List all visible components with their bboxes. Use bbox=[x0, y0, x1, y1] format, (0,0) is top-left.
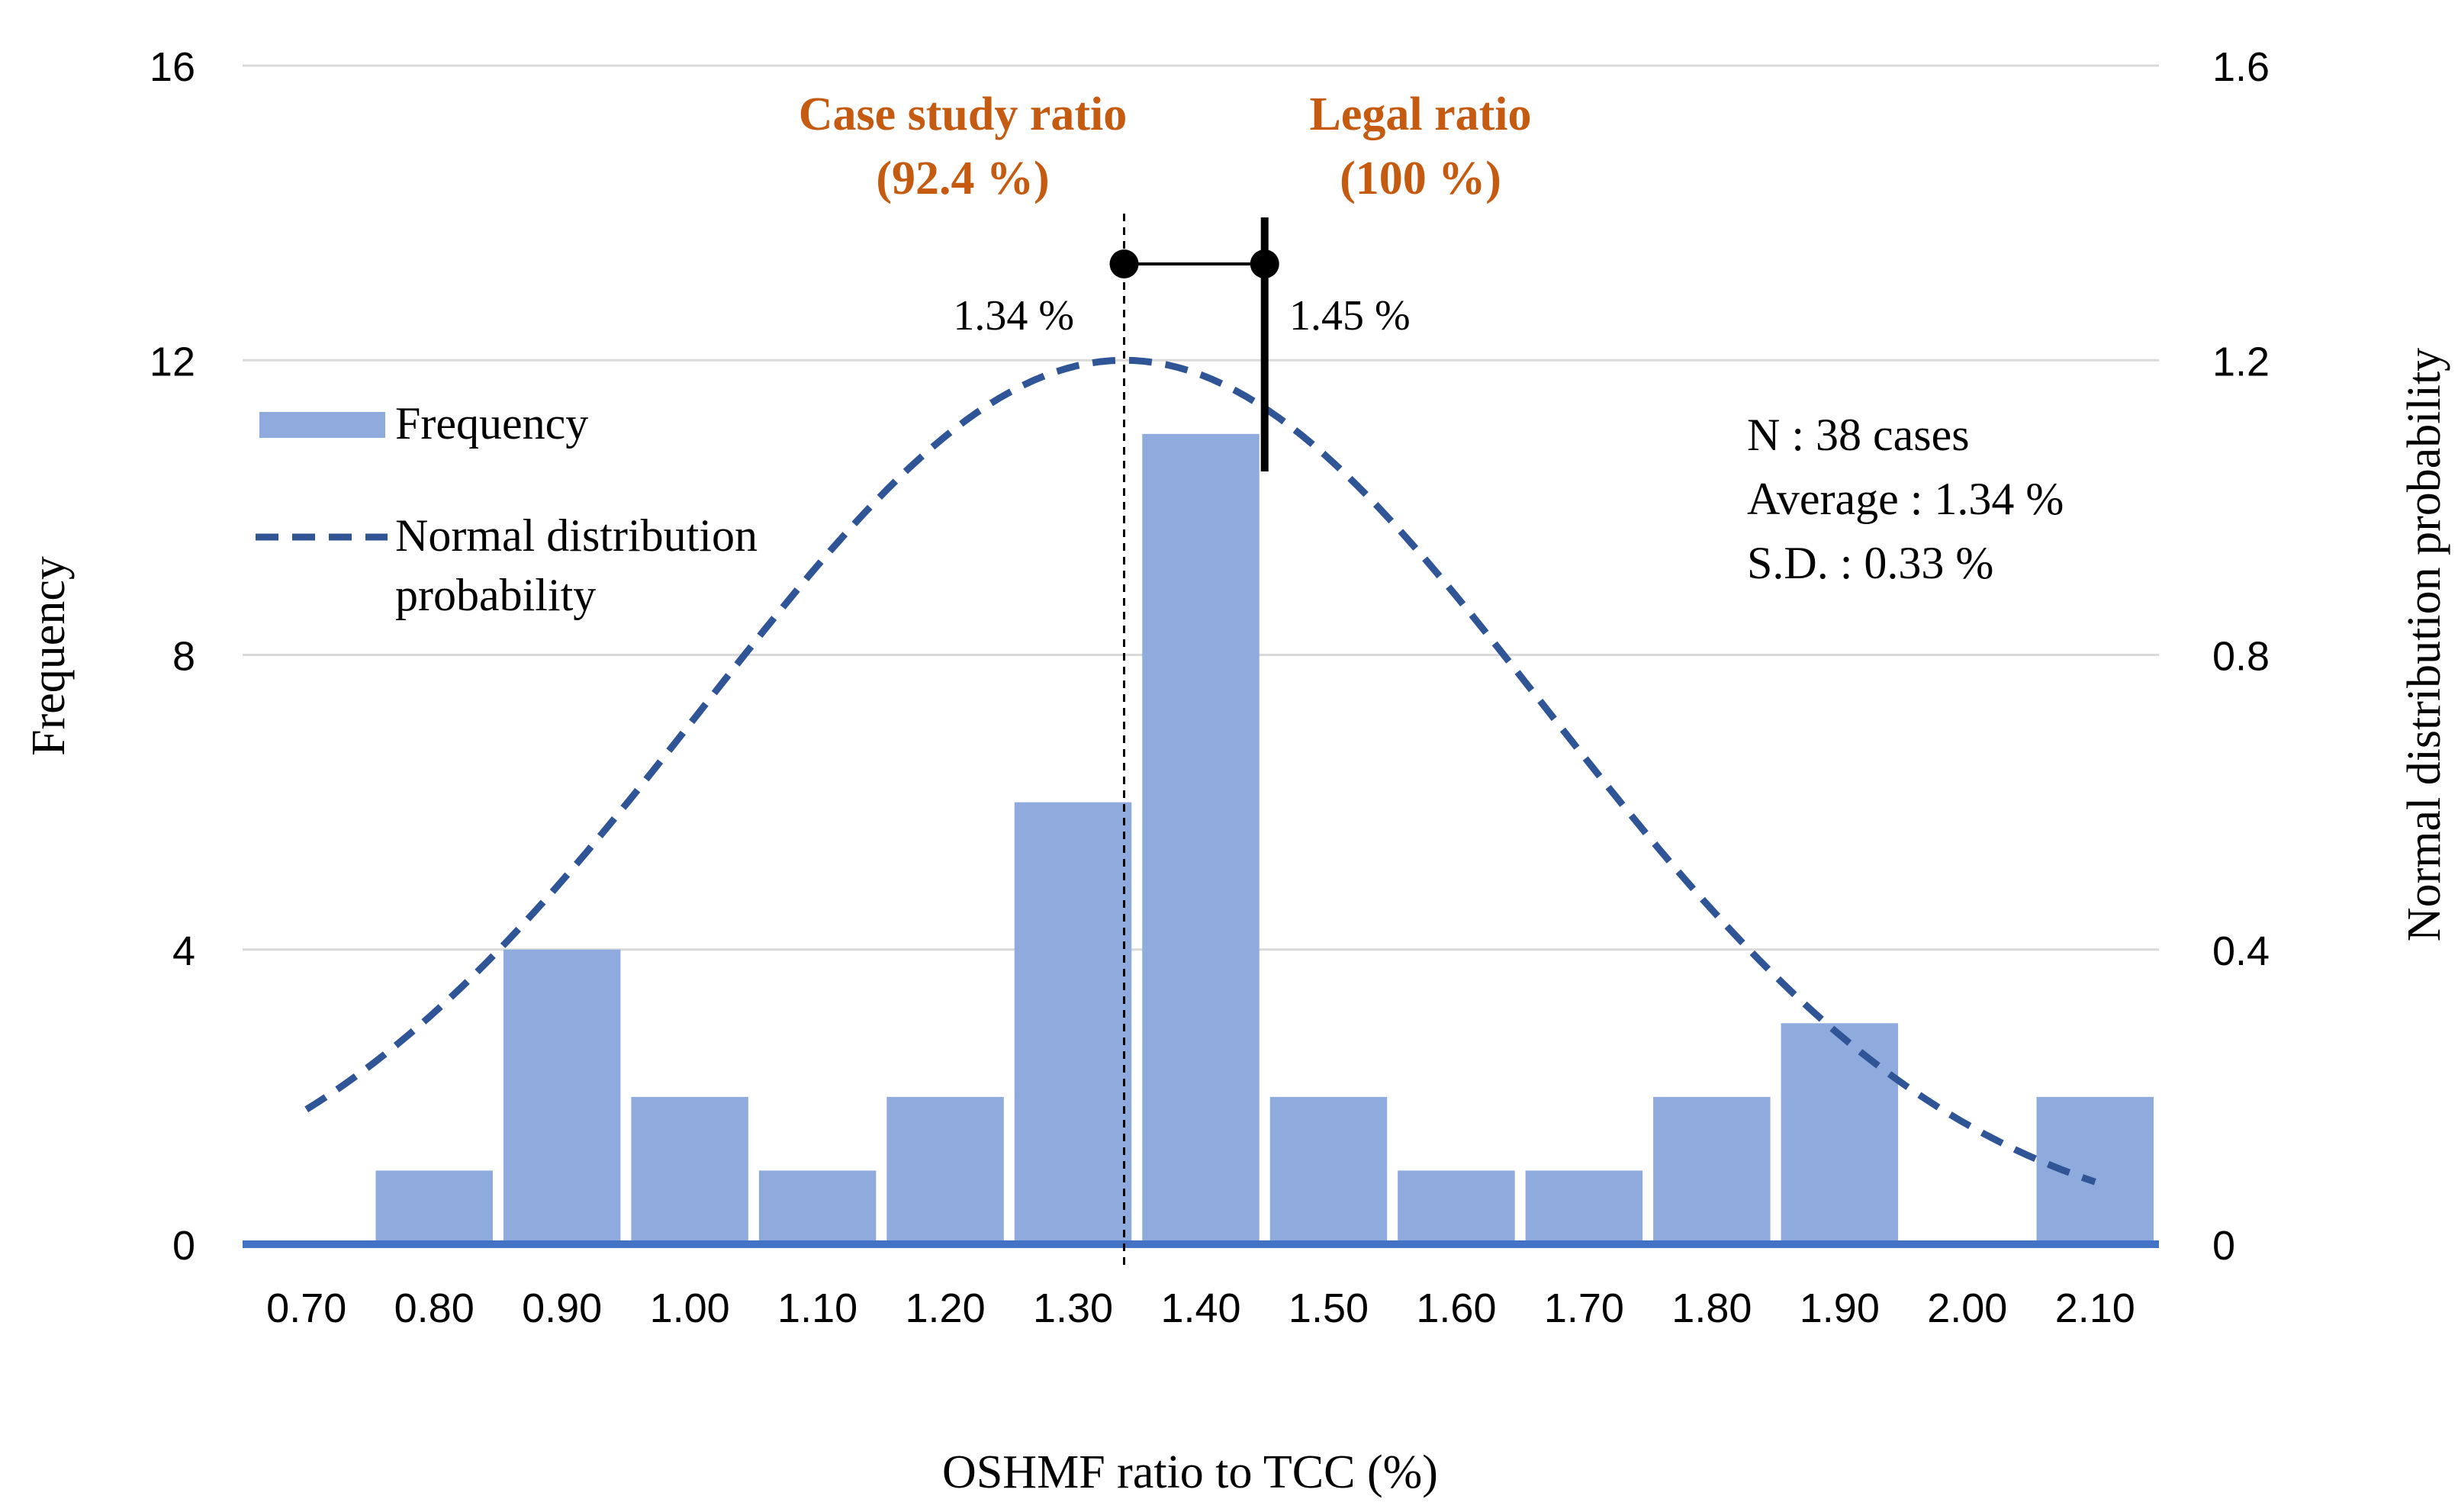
legal-ratio-title: Legal ratio bbox=[1310, 88, 1532, 140]
case-study-title: Case study ratio bbox=[799, 88, 1128, 140]
right-tick-label: 0.4 bbox=[2212, 928, 2270, 974]
x-axis-tick-labels: 0.70 0.80 0.90 1.00 1.10 1.20 1.30 1.40 1.50 1.60… bbox=[266, 1285, 2135, 1331]
right-tick-label: 0 bbox=[2212, 1223, 2235, 1269]
stats-n: N : 38 cases bbox=[1747, 410, 1970, 460]
case-study-percentage: (92.4 %) bbox=[876, 153, 1049, 204]
x-axis-title: OSHMF ratio to TCC (%) bbox=[942, 1446, 1438, 1498]
frequency-bar bbox=[1781, 1023, 1899, 1244]
legal-ratio-value-label: 1.45 % bbox=[1289, 292, 1411, 339]
right-axis-tick-labels: 0 0.4 0.8 1.2 1.6 bbox=[2212, 44, 2270, 1269]
frequency-bar bbox=[886, 1096, 1004, 1244]
right-tick-label: 1.2 bbox=[2212, 339, 2270, 384]
left-tick-label: 8 bbox=[172, 634, 195, 680]
x-tick-label: 1.20 bbox=[906, 1285, 986, 1331]
frequency-bar bbox=[1653, 1096, 1771, 1244]
x-tick-label: 0.80 bbox=[394, 1285, 475, 1331]
right-tick-label: 0.8 bbox=[2212, 634, 2270, 680]
frequency-bar bbox=[631, 1096, 748, 1244]
x-tick-label: 0.90 bbox=[522, 1285, 602, 1331]
legend-normal-label-line1: Normal distribution bbox=[395, 510, 758, 561]
stats-average: Average : 1.34 % bbox=[1747, 474, 2064, 524]
x-tick-label: 1.30 bbox=[1033, 1285, 1113, 1331]
legal-ratio-percentage: (100 %) bbox=[1340, 153, 1501, 204]
x-tick-label: 1.00 bbox=[650, 1285, 730, 1331]
y-axis-title: Frequency bbox=[23, 556, 75, 756]
x-tick-label: 2.10 bbox=[2055, 1285, 2135, 1331]
legend-frequency-swatch bbox=[259, 412, 385, 438]
case-study-marker-dot bbox=[1109, 249, 1139, 278]
x-tick-label: 1.80 bbox=[1671, 1285, 1752, 1331]
frequency-bar bbox=[2036, 1096, 2154, 1244]
x-tick-label: 2.00 bbox=[1927, 1285, 2007, 1331]
x-tick-label: 1.10 bbox=[777, 1285, 857, 1331]
frequency-bar bbox=[1398, 1170, 1515, 1244]
left-tick-label: 16 bbox=[150, 44, 195, 90]
left-axis-tick-labels: 0 4 8 12 16 bbox=[150, 44, 195, 1269]
normal-distribution-curve bbox=[304, 356, 2096, 1185]
x-tick-label: 1.60 bbox=[1416, 1285, 1496, 1331]
legal-ratio-marker-dot bbox=[1250, 249, 1279, 278]
right-tick-label: 1.6 bbox=[2212, 44, 2270, 90]
legend-normal-label-line2: probability bbox=[395, 570, 596, 620]
statistics-summary: N : 38 cases Average : 1.34 % S.D. : 0.3… bbox=[1747, 410, 2064, 588]
frequency-bar bbox=[375, 1170, 493, 1244]
x-tick-label: 0.70 bbox=[266, 1285, 346, 1331]
legend: Frequency Normal distribution probabilit… bbox=[256, 398, 758, 620]
x-tick-label: 1.40 bbox=[1160, 1285, 1240, 1331]
x-tick-label: 1.50 bbox=[1289, 1285, 1369, 1331]
legend-frequency-label: Frequency bbox=[395, 398, 588, 449]
left-tick-label: 0 bbox=[172, 1223, 195, 1269]
frequency-bar bbox=[758, 1170, 877, 1244]
left-tick-label: 12 bbox=[150, 339, 195, 384]
frequency-bar bbox=[1525, 1170, 1643, 1244]
left-tick-label: 4 bbox=[172, 928, 195, 974]
frequency-bar bbox=[1269, 1096, 1388, 1244]
x-tick-label: 1.70 bbox=[1544, 1285, 1624, 1331]
frequency-bar bbox=[1142, 433, 1260, 1244]
frequency-bar bbox=[503, 949, 621, 1244]
frequency-bar bbox=[1014, 802, 1132, 1244]
x-tick-label: 1.90 bbox=[1800, 1285, 1880, 1331]
case-study-value-label: 1.34 % bbox=[953, 292, 1074, 339]
y2-axis-title: Normal distribution probability bbox=[2398, 348, 2450, 941]
stats-sd: S.D. : 0.33 % bbox=[1747, 538, 1993, 588]
frequency-bars bbox=[375, 433, 2154, 1244]
